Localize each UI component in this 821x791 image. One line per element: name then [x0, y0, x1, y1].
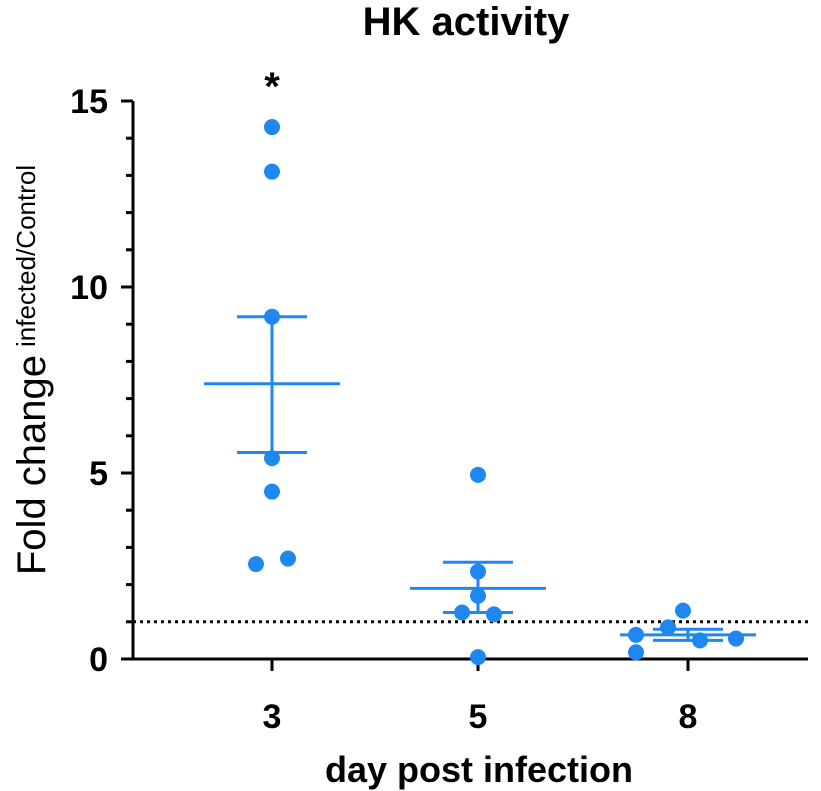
data-point: [264, 119, 280, 136]
data-point: [264, 163, 280, 180]
data-point: [248, 556, 264, 573]
data-point: [264, 450, 280, 467]
x-tick-label: 8: [679, 698, 698, 736]
data-point: [628, 626, 644, 643]
significance-marker: *: [264, 65, 280, 109]
data-point: [280, 550, 296, 567]
data-point: [454, 604, 470, 621]
y-axis-label-sub: infected/Control: [11, 165, 41, 347]
data-point: [470, 466, 486, 483]
x-axis-label: day post infection: [325, 749, 633, 790]
y-axis-label-main: Fold change: [10, 355, 54, 575]
svg-text:Fold changeinfected/Control: Fold change infected/Control: [10, 165, 54, 575]
data-point: [692, 632, 708, 649]
data-point: [470, 587, 486, 604]
y-tick-label: 15: [70, 83, 108, 121]
y-tick-label: 0: [89, 641, 108, 679]
data-point: [675, 602, 691, 619]
axes: 0 5 10 15 3 5 8: [70, 83, 808, 736]
data-point: [264, 483, 280, 500]
data-point: [470, 649, 486, 666]
marks: *: [133, 65, 808, 666]
y-tick-label: 10: [70, 269, 108, 307]
chart-title: HK activity: [363, 0, 570, 44]
y-axis-label: Fold change infected/Control: [10, 165, 54, 575]
data-point: [660, 619, 676, 636]
x-tick-label: 5: [469, 698, 488, 736]
data-point: [470, 563, 486, 580]
y-tick-label: 5: [89, 455, 108, 493]
data-point: [728, 630, 744, 647]
data-point: [628, 644, 644, 661]
data-point: [264, 308, 280, 325]
data-point: [486, 606, 502, 623]
x-tick-label: 3: [263, 698, 282, 736]
